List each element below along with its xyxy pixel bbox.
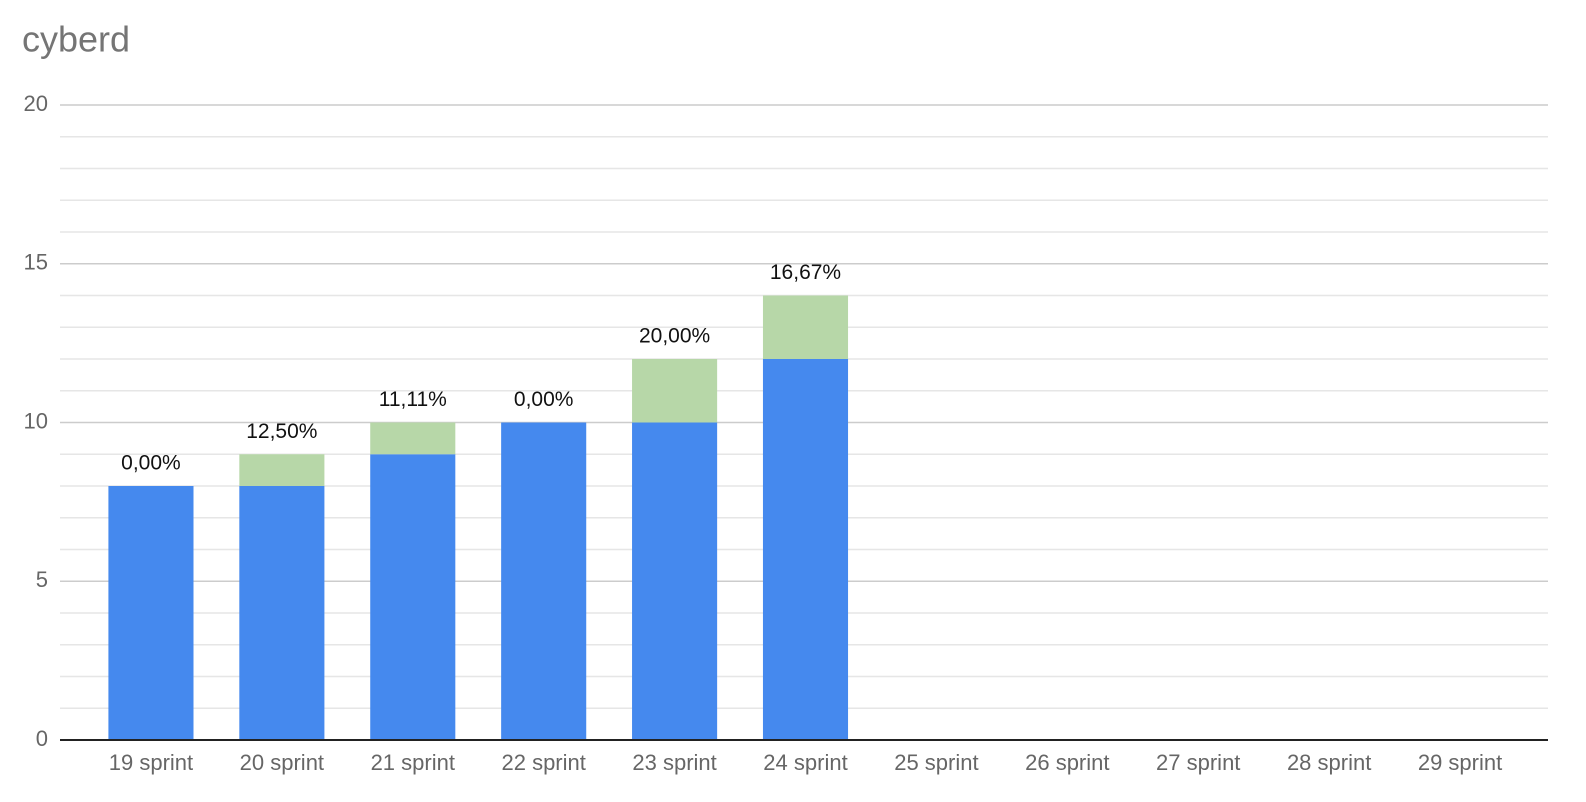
x-tick-label: 26 sprint: [1025, 750, 1109, 775]
chart-title: cyberd: [22, 19, 130, 60]
y-tick-label: 10: [24, 408, 48, 433]
bar-segment: [762, 359, 849, 740]
bar-segment: [762, 295, 849, 359]
bar-segment: [632, 359, 718, 423]
x-tick-label: 27 sprint: [1156, 750, 1240, 775]
x-tick-label: 21 sprint: [371, 750, 455, 775]
data-label: 11,11%: [379, 388, 447, 411]
data-label: 0,00%: [514, 388, 574, 411]
bar-segment: [632, 422, 718, 740]
bar-segment: [108, 486, 194, 740]
bar-segment: [370, 454, 456, 740]
x-tick-label: 23 sprint: [632, 750, 716, 775]
x-tick-label: 24 sprint: [763, 750, 847, 775]
x-tick-label: 20 sprint: [240, 750, 324, 775]
data-label: 20,00%: [639, 325, 710, 348]
x-tick-label: 19 sprint: [109, 750, 193, 775]
data-label: 0,00%: [121, 452, 181, 475]
bar-segment: [370, 422, 456, 455]
bar-segment: [239, 454, 325, 486]
data-label: 16,67%: [770, 261, 841, 284]
data-label: 12,50%: [246, 420, 317, 443]
y-tick-label: 5: [36, 567, 48, 592]
x-tick-label: 25 sprint: [894, 750, 978, 775]
x-tick-label: 22 sprint: [501, 750, 585, 775]
bar-segment: [501, 422, 587, 740]
x-tick-label: 29 sprint: [1418, 750, 1502, 775]
y-tick-label: 0: [36, 726, 48, 751]
y-tick-label: 20: [24, 91, 48, 116]
x-tick-label: 28 sprint: [1287, 750, 1371, 775]
y-tick-label: 15: [24, 250, 48, 275]
bar-segment: [239, 486, 325, 740]
